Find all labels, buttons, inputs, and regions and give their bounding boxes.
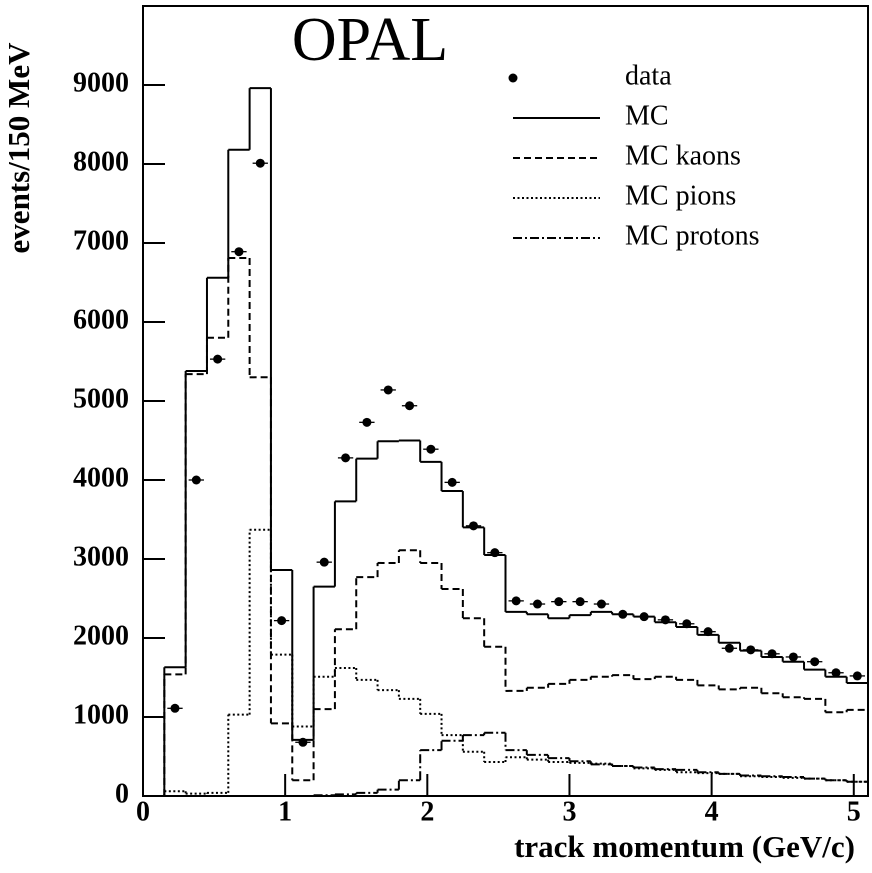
y-tick-label: 8000: [73, 146, 129, 177]
data-point: [234, 247, 244, 257]
y-tick-label: 6000: [73, 304, 129, 335]
data-point: [724, 643, 734, 653]
legend-label: data: [625, 60, 672, 91]
data-point: [575, 597, 585, 607]
y-tick-label: 3000: [73, 541, 129, 572]
data-point: [469, 521, 479, 531]
plot-frame: [142, 5, 869, 797]
data-point: [447, 477, 457, 487]
data-point: [831, 668, 841, 678]
x-tick-label: 1: [278, 796, 292, 827]
y-axis-label: events/150 MeV: [1, 42, 36, 254]
x-tick-label: 4: [705, 796, 719, 827]
data-point: [255, 158, 265, 168]
data-point: [554, 597, 564, 607]
data-point: [852, 671, 862, 681]
y-tick-label: 1000: [73, 699, 129, 730]
legend-label: MC protons: [625, 220, 760, 251]
y-tick-label: 4000: [73, 462, 129, 493]
data-point: [319, 557, 329, 567]
legend-label: MC kaons: [625, 140, 741, 171]
y-tick-label: 5000: [73, 383, 129, 414]
data-point: [341, 453, 351, 463]
data-point: [426, 444, 436, 454]
data-point: [511, 596, 521, 606]
legend-label: MC: [625, 100, 669, 131]
x-tick-label: 5: [847, 796, 861, 827]
x-tick-label: 2: [420, 796, 434, 827]
data-point: [810, 657, 820, 667]
data-point: [170, 703, 180, 713]
data-point: [405, 401, 415, 411]
x-tick-label: 0: [136, 796, 150, 827]
data-point: [362, 417, 372, 427]
y-tick-label: 7000: [73, 225, 129, 256]
x-tick-label: 3: [562, 796, 576, 827]
data-point: [383, 385, 393, 395]
data-point: [788, 652, 798, 662]
y-tick-label: 2000: [73, 620, 129, 651]
data-point: [213, 354, 223, 364]
data-point: [596, 599, 606, 609]
data-point: [532, 599, 542, 609]
y-tick-label: 0: [115, 778, 129, 809]
annotation: OPAL: [292, 6, 448, 74]
data-point: [277, 616, 287, 626]
legend-marker: [508, 73, 518, 83]
x-axis-label: track momentum (GeV/c): [514, 829, 855, 864]
y-tick-label: 9000: [73, 67, 129, 98]
legend-label: MC pions: [625, 180, 736, 211]
data-point: [191, 475, 201, 485]
